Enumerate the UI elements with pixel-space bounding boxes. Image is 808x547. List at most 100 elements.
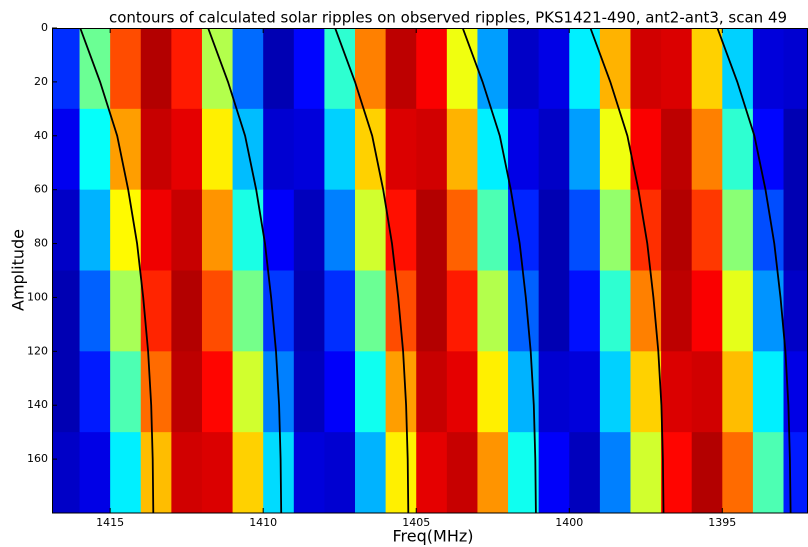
heatmap-cell (569, 108, 601, 191)
heatmap-cell (140, 108, 172, 191)
heatmap-cell (446, 28, 478, 110)
heatmap-cell (661, 270, 693, 352)
heatmap-cell (416, 189, 448, 271)
heatmap-cell (477, 351, 509, 433)
heatmap-cell (263, 270, 295, 352)
heatmap-cell (385, 351, 417, 433)
y-tick-label: 160 (27, 452, 48, 465)
contour-line (461, 28, 537, 513)
heatmap-cell (201, 28, 234, 110)
heatmap-cell (232, 270, 264, 352)
heatmap-cell (722, 270, 754, 352)
heatmap-cell (630, 189, 662, 271)
heatmap-cell (661, 108, 693, 191)
heatmap-cell (477, 270, 509, 352)
heatmap-cell (293, 270, 325, 352)
heatmap-cell (385, 189, 417, 271)
heatmap-cell (416, 351, 448, 433)
heatmap-cell (171, 351, 203, 433)
heatmap-cell (263, 432, 295, 513)
heatmap-cell (691, 432, 723, 513)
heatmap-cell (324, 189, 356, 271)
heatmap-cell (355, 351, 387, 433)
heatmap-cell (293, 189, 325, 271)
heatmap-cell (385, 108, 417, 191)
heatmap-cell (201, 351, 234, 433)
heatmap-cell (140, 432, 172, 513)
x-tick-label: 1395 (708, 516, 736, 529)
heatmap-cell (783, 28, 808, 110)
contour-line (716, 28, 792, 513)
heatmap-cell (722, 189, 754, 271)
heatmap-cell (52, 351, 81, 433)
heatmap-cell (569, 432, 601, 513)
contour-line (79, 28, 155, 513)
heatmap-cell (110, 351, 142, 433)
x-tick-label: 1410 (249, 516, 277, 529)
heatmap-cell (201, 108, 234, 191)
contour-line (207, 28, 283, 513)
heatmap-cell (52, 108, 81, 191)
heatmap-cell (752, 351, 785, 433)
heatmap-cell (385, 432, 417, 513)
heatmap-cell (538, 28, 570, 110)
y-tick-label: 0 (41, 21, 48, 34)
heatmap-cell (52, 270, 81, 352)
heatmap-cell (661, 28, 693, 110)
y-tick-label: 60 (34, 183, 48, 196)
heatmap-cell (293, 28, 325, 110)
heatmap-cell (171, 108, 203, 191)
heatmap-cell (722, 432, 754, 513)
heatmap-cell (110, 28, 142, 110)
heatmap-cell (691, 28, 723, 110)
heatmap-cell (446, 108, 478, 191)
heatmap (52, 28, 808, 513)
heatmap-cell (79, 432, 111, 513)
heatmap-cell (355, 432, 387, 513)
heatmap-cell (416, 270, 448, 352)
heatmap-cell (508, 28, 540, 110)
heatmap-cell (446, 432, 478, 513)
heatmap-cell (171, 189, 203, 271)
heatmap-cell (171, 28, 203, 110)
heatmap-cell (79, 351, 111, 433)
heatmap-cell (52, 432, 81, 513)
heatmap-cell (324, 108, 356, 191)
heatmap-cell (508, 432, 540, 513)
heatmap-cell (691, 270, 723, 352)
heatmap-cell (232, 28, 264, 110)
heatmap-cell (355, 270, 387, 352)
heatmap-cell (477, 189, 509, 271)
heatmap-cell (293, 108, 325, 191)
x-tick-label: 1415 (96, 516, 124, 529)
heatmap-cell (538, 432, 570, 513)
heatmap-cell (140, 351, 172, 433)
heatmap-cell (752, 432, 785, 513)
heatmap-cell (722, 28, 754, 110)
heatmap-cell (599, 108, 631, 191)
heatmap-cell (477, 432, 509, 513)
heatmap-cell (201, 189, 234, 271)
heatmap-cell (569, 351, 601, 433)
heatmap-cell (783, 270, 808, 352)
y-tick-label: 140 (27, 398, 48, 411)
heatmap-cell (416, 432, 448, 513)
y-axis-label: Amplitude (9, 229, 28, 311)
heatmap-cell (293, 432, 325, 513)
contour-line (589, 28, 665, 513)
x-tick-label: 1405 (402, 516, 430, 529)
heatmap-cell (722, 351, 754, 433)
heatmap-cell (599, 189, 631, 271)
heatmap-cell (263, 189, 295, 271)
heatmap-cell (752, 28, 785, 110)
heatmap-cell (477, 28, 509, 110)
heatmap-cell (263, 28, 295, 110)
x-axis-label: Freq(MHz) (393, 527, 474, 546)
heatmap-cell (477, 108, 509, 191)
heatmap-cell (538, 270, 570, 352)
heatmap-cell (722, 108, 754, 191)
heatmap-cell (355, 189, 387, 271)
heatmap-cell (661, 351, 693, 433)
heatmap-cell (630, 432, 662, 513)
heatmap-cell (691, 351, 723, 433)
